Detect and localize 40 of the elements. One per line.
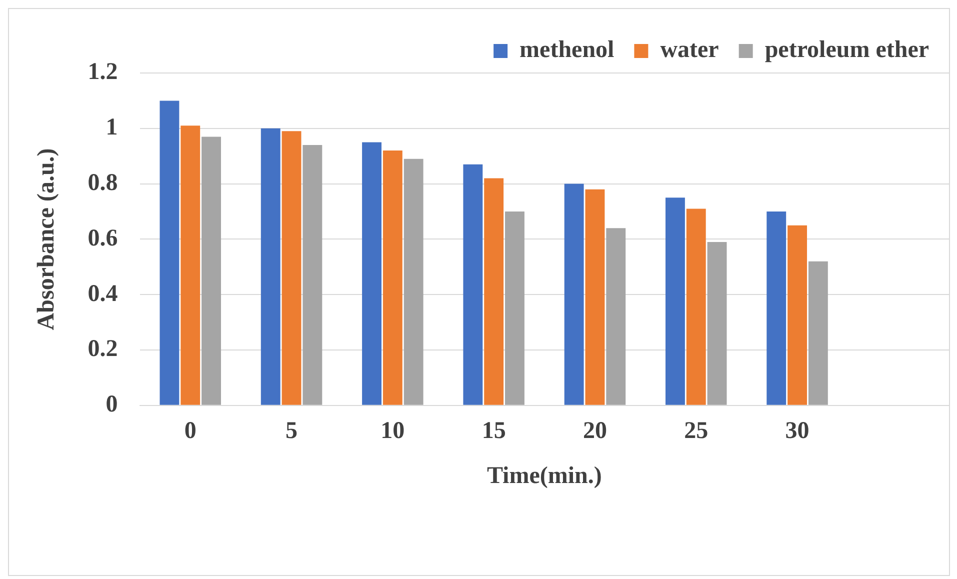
y-axis-title: Absorbance (a.u.) xyxy=(34,148,60,330)
x-tick-label: 20 xyxy=(582,418,607,444)
y-tick-label: 1 xyxy=(106,114,118,141)
legend-label: petroleum ether xyxy=(764,37,930,64)
bar xyxy=(686,208,706,405)
x-tick-label: 25 xyxy=(684,418,708,444)
bar xyxy=(766,212,786,405)
bar xyxy=(788,225,807,405)
y-tick-label: 0.2 xyxy=(88,336,118,362)
bar xyxy=(202,136,221,405)
y-tick-label: 1.2 xyxy=(88,59,118,86)
legend-label: methenol xyxy=(520,37,615,64)
bar xyxy=(382,150,402,405)
bar xyxy=(606,228,626,405)
bar xyxy=(302,145,322,405)
y-tick-label: 0.6 xyxy=(88,225,118,252)
bar xyxy=(505,212,524,405)
y-tick-label: 0.8 xyxy=(88,170,118,196)
bar xyxy=(707,242,727,405)
bar xyxy=(463,164,483,405)
x-tick-label: 10 xyxy=(380,418,405,444)
x-axis-title: Time(min.) xyxy=(486,462,602,489)
bar xyxy=(564,184,584,405)
x-tick-label: 30 xyxy=(785,418,810,444)
bar xyxy=(666,198,685,405)
bar xyxy=(585,189,605,405)
bar xyxy=(484,178,504,405)
x-tick-label: 15 xyxy=(482,418,506,444)
bar xyxy=(808,261,828,405)
y-tick-label: 0.4 xyxy=(88,280,118,307)
bar xyxy=(260,128,280,405)
bar xyxy=(160,100,180,405)
x-tick-label: 5 xyxy=(286,418,298,444)
legend-label: water xyxy=(660,37,720,64)
y-tick-label: 0 xyxy=(106,392,118,418)
bar xyxy=(404,158,424,405)
bar xyxy=(180,126,200,405)
x-tick-label: 0 xyxy=(184,418,196,444)
bar xyxy=(282,131,302,405)
bar xyxy=(362,142,382,405)
